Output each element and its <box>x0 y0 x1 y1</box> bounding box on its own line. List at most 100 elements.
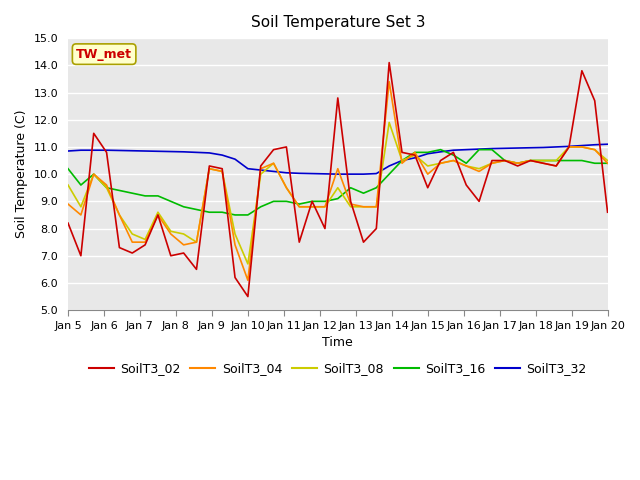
SoilT3_08 <box>244 261 252 267</box>
SoilT3_32 <box>77 147 84 153</box>
SoilT3_04 <box>64 201 72 207</box>
Legend: SoilT3_02, SoilT3_04, SoilT3_08, SoilT3_16, SoilT3_32: SoilT3_02, SoilT3_04, SoilT3_08, SoilT3_… <box>84 357 592 380</box>
SoilT3_16 <box>565 157 573 163</box>
SoilT3_16 <box>488 147 496 153</box>
SoilT3_04 <box>167 231 175 237</box>
SoilT3_04 <box>591 147 598 153</box>
SoilT3_04 <box>565 144 573 150</box>
SoilT3_04 <box>321 204 329 210</box>
SoilT3_02 <box>449 149 457 155</box>
SoilT3_16 <box>180 204 188 210</box>
SoilT3_04 <box>514 160 522 166</box>
SoilT3_02 <box>116 245 124 251</box>
SoilT3_04 <box>257 166 264 171</box>
SoilT3_32 <box>64 148 72 154</box>
SoilT3_32 <box>347 171 355 177</box>
SoilT3_04 <box>449 157 457 163</box>
SoilT3_16 <box>463 160 470 166</box>
SoilT3_08 <box>296 204 303 210</box>
SoilT3_16 <box>591 160 598 166</box>
SoilT3_08 <box>398 157 406 163</box>
SoilT3_02 <box>231 275 239 280</box>
SoilT3_02 <box>180 250 188 256</box>
SoilT3_08 <box>540 157 547 163</box>
SoilT3_04 <box>424 171 431 177</box>
SoilT3_32 <box>244 166 252 171</box>
SoilT3_02 <box>154 212 162 218</box>
SoilT3_02 <box>257 163 264 169</box>
SoilT3_32 <box>476 146 483 152</box>
SoilT3_04 <box>129 239 136 245</box>
SoilT3_08 <box>476 166 483 171</box>
SoilT3_02 <box>565 144 573 150</box>
SoilT3_16 <box>424 149 431 155</box>
SoilT3_16 <box>193 206 200 212</box>
SoilT3_32 <box>283 170 291 176</box>
SoilT3_32 <box>436 149 444 155</box>
SoilT3_08 <box>527 157 534 163</box>
SoilT3_32 <box>360 171 367 177</box>
SoilT3_32 <box>372 171 380 177</box>
SoilT3_04 <box>103 182 111 188</box>
SoilT3_04 <box>552 163 560 169</box>
SoilT3_16 <box>116 188 124 193</box>
SoilT3_02 <box>308 198 316 204</box>
SoilT3_32 <box>398 157 406 163</box>
SoilT3_02 <box>296 239 303 245</box>
SoilT3_32 <box>205 150 213 156</box>
SoilT3_02 <box>269 147 277 153</box>
SoilT3_16 <box>436 147 444 153</box>
SoilT3_32 <box>411 155 419 161</box>
SoilT3_08 <box>257 171 264 177</box>
Line: SoilT3_02: SoilT3_02 <box>68 62 607 297</box>
SoilT3_04 <box>360 204 367 210</box>
SoilT3_02 <box>360 239 367 245</box>
SoilT3_16 <box>552 157 560 163</box>
SoilT3_08 <box>604 157 611 163</box>
SoilT3_16 <box>141 193 149 199</box>
SoilT3_16 <box>360 190 367 196</box>
SoilT3_04 <box>77 212 84 218</box>
SoilT3_04 <box>269 160 277 166</box>
SoilT3_02 <box>244 294 252 300</box>
SoilT3_02 <box>141 242 149 248</box>
SoilT3_02 <box>476 198 483 204</box>
Line: SoilT3_16: SoilT3_16 <box>68 150 607 215</box>
SoilT3_16 <box>231 212 239 218</box>
SoilT3_16 <box>449 152 457 158</box>
SoilT3_02 <box>436 157 444 163</box>
SoilT3_08 <box>283 185 291 191</box>
SoilT3_04 <box>205 166 213 171</box>
SoilT3_16 <box>308 198 316 204</box>
SoilT3_08 <box>90 171 97 177</box>
SoilT3_02 <box>167 253 175 259</box>
SoilT3_32 <box>269 168 277 174</box>
SoilT3_16 <box>321 198 329 204</box>
SoilT3_16 <box>205 209 213 215</box>
SoilT3_32 <box>591 142 598 148</box>
SoilT3_08 <box>269 160 277 166</box>
SoilT3_32 <box>116 147 124 153</box>
SoilT3_02 <box>347 198 355 204</box>
Text: TW_met: TW_met <box>76 48 132 60</box>
SoilT3_08 <box>321 204 329 210</box>
SoilT3_02 <box>552 163 560 169</box>
SoilT3_16 <box>385 171 393 177</box>
SoilT3_16 <box>398 157 406 163</box>
SoilT3_08 <box>129 231 136 237</box>
SoilT3_16 <box>218 209 226 215</box>
SoilT3_02 <box>64 220 72 226</box>
SoilT3_16 <box>334 196 342 202</box>
SoilT3_04 <box>231 242 239 248</box>
SoilT3_08 <box>552 157 560 163</box>
SoilT3_02 <box>527 157 534 163</box>
SoilT3_04 <box>218 168 226 174</box>
SoilT3_16 <box>90 171 97 177</box>
SoilT3_16 <box>578 157 586 163</box>
SoilT3_04 <box>244 277 252 283</box>
SoilT3_16 <box>257 204 264 210</box>
SoilT3_32 <box>296 170 303 176</box>
SoilT3_16 <box>514 160 522 166</box>
SoilT3_08 <box>77 204 84 210</box>
SoilT3_02 <box>424 185 431 191</box>
